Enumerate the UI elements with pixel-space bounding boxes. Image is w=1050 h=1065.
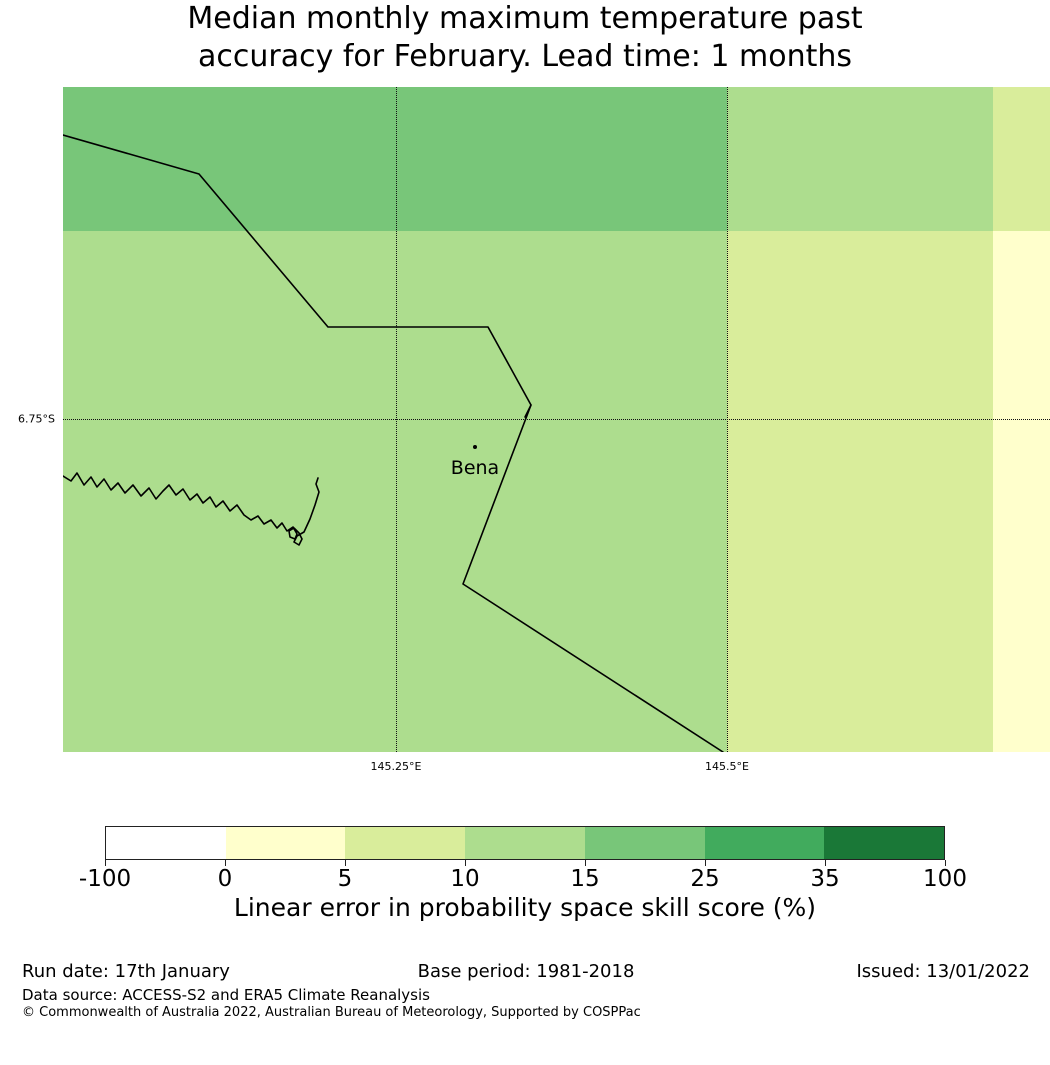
gridline-longitude-145.5E: [727, 87, 728, 752]
colorbar-tick-mark: [585, 860, 586, 866]
colorbar-segment: [225, 827, 346, 859]
heatmap-cell: [993, 231, 1050, 419]
colorbar-tick-label: 15: [570, 866, 600, 892]
heatmap-cell: [63, 231, 727, 419]
map-plot-area: Bena: [63, 87, 1050, 752]
colorbar-tick-mark: [225, 860, 226, 866]
gridline-latitude-6.75S: [63, 419, 1050, 420]
gridline-longitude-145.25E: [396, 87, 397, 752]
colorbar-tick-mark: [945, 860, 946, 866]
colorbar: -100 0 5 10 15 25 35 100: [79, 826, 967, 892]
heatmap-cell: [63, 87, 727, 231]
colorbar-tick-mark: [825, 860, 826, 866]
heatmap-cell: [727, 419, 993, 752]
footer-data-source: Data source: ACCESS-S2 and ERA5 Climate …: [22, 986, 430, 1004]
colorbar-gradient: [105, 826, 945, 860]
city-label-bena: Bena: [450, 457, 500, 479]
city-marker-dot: [473, 445, 477, 449]
colorbar-segment: [584, 827, 705, 859]
map-boundary-lines: [63, 134, 724, 752]
colorbar-tick-label: 5: [337, 866, 353, 892]
heatmap-cell: [993, 87, 1050, 231]
colorbar-segment: [704, 827, 825, 859]
heatmap-cell: [63, 419, 727, 752]
colorbar-segment: [106, 827, 226, 859]
colorbar-tick-mark: [705, 860, 706, 866]
colorbar-segment: [824, 827, 945, 859]
colorbar-tick-mark: [105, 860, 106, 866]
colorbar-axis-label: Linear error in probability space skill …: [233, 893, 817, 922]
colorbar-tick-label: 10: [450, 866, 480, 892]
axis-tick-latitude: 6.75°S: [18, 412, 55, 426]
footer-copyright: © Commonwealth of Australia 2022, Austra…: [22, 1005, 641, 1020]
footer-metadata-row: Run date: 17th January Base period: 1981…: [22, 961, 1030, 985]
footer-issued-date: Issued: 13/01/2022: [856, 961, 1030, 982]
axis-tick-longitude-2: 145.5°E: [705, 760, 749, 773]
heatmap-cell: [993, 419, 1050, 752]
footer-run-date: Run date: 17th January: [22, 961, 230, 982]
colorbar-tick-label: 100: [923, 866, 967, 892]
colorbar-tick-mark: [345, 860, 346, 866]
heatmap-cell: [727, 87, 993, 231]
axis-tick-longitude-1: 145.25°E: [370, 760, 422, 773]
colorbar-tick-label: 35: [810, 866, 840, 892]
colorbar-tick-label: -100: [78, 866, 132, 892]
colorbar-segment: [345, 827, 466, 859]
heatmap-cell: [727, 231, 993, 419]
colorbar-segment: [465, 827, 585, 859]
colorbar-tick-label: 0: [217, 866, 233, 892]
colorbar-tick-mark: [465, 860, 466, 866]
page-title: Median monthly maximum temperature past …: [187, 1, 863, 74]
footer-base-period: Base period: 1981-2018: [417, 961, 635, 982]
colorbar-tick-label: 25: [690, 866, 720, 892]
